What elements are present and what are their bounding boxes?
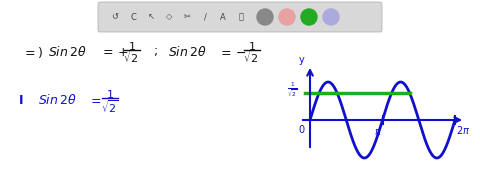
- Text: $\mathit{Sin\,2\theta}$: $\mathit{Sin\,2\theta}$: [48, 45, 87, 59]
- Text: $\sqrt{2}$: $\sqrt{2}$: [243, 49, 261, 65]
- Text: $\pi$: $\pi$: [374, 127, 383, 137]
- Text: ↺: ↺: [111, 12, 119, 22]
- Text: $\mathbf{I}$: $\mathbf{I}$: [18, 94, 24, 107]
- Text: ⬜: ⬜: [239, 12, 243, 22]
- Text: /: /: [204, 12, 206, 22]
- Text: $\mathit{=)}$: $\mathit{=)}$: [22, 44, 43, 60]
- Circle shape: [301, 9, 317, 25]
- Text: $= +$: $= +$: [100, 46, 129, 59]
- Text: $;$: $;$: [153, 46, 158, 59]
- Text: 0: 0: [298, 125, 304, 135]
- Text: A: A: [220, 12, 226, 22]
- FancyBboxPatch shape: [98, 2, 382, 32]
- Text: C: C: [130, 12, 136, 22]
- Text: $\sqrt{2}$: $\sqrt{2}$: [101, 99, 119, 115]
- Text: $= -$: $= -$: [218, 46, 247, 59]
- Text: $2\pi$: $2\pi$: [456, 124, 470, 136]
- Text: $\frac{1}{\sqrt{2}}$: $\frac{1}{\sqrt{2}}$: [287, 81, 298, 100]
- Text: y: y: [299, 55, 305, 65]
- Text: ↖: ↖: [147, 12, 155, 22]
- Circle shape: [279, 9, 295, 25]
- Text: $1$: $1$: [128, 40, 136, 52]
- Text: $\mathit{Sin\,2\theta}$: $\mathit{Sin\,2\theta}$: [168, 45, 207, 59]
- Text: $1$: $1$: [248, 40, 256, 52]
- Text: $\sqrt{2}$: $\sqrt{2}$: [123, 49, 141, 65]
- Text: $=$: $=$: [88, 94, 102, 107]
- Circle shape: [257, 9, 273, 25]
- Text: ◇: ◇: [166, 12, 172, 22]
- Text: $1$: $1$: [106, 88, 114, 100]
- Circle shape: [323, 9, 339, 25]
- Text: $\mathit{Sin\,2\theta}$: $\mathit{Sin\,2\theta}$: [38, 93, 77, 107]
- Text: ✂: ✂: [183, 12, 191, 22]
